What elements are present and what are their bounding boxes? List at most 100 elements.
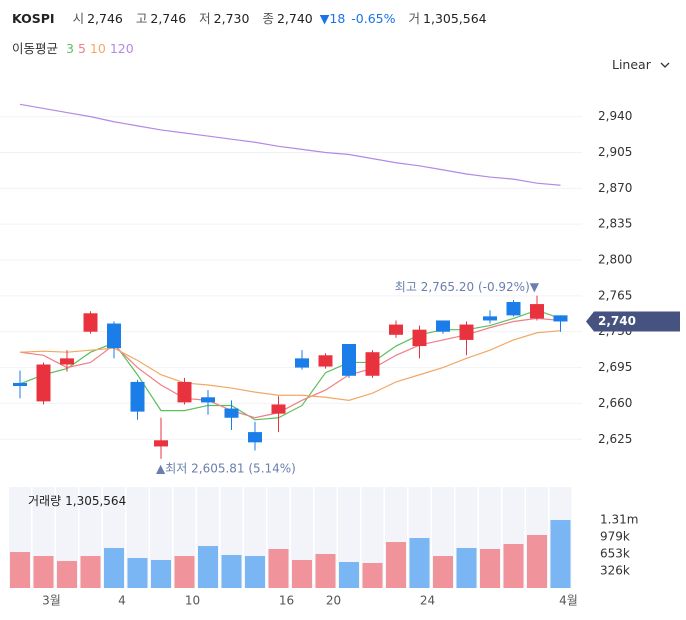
x-tick-label: 3월 [42, 594, 61, 608]
volume-bar [339, 562, 359, 588]
volume-bar [315, 554, 336, 588]
volume-title: 거래량 1,305,564 [28, 494, 126, 508]
volume-bar [33, 556, 54, 588]
volume-bar [80, 556, 101, 588]
candle-body [436, 320, 450, 332]
y-tick-label: 2,765 [598, 288, 632, 302]
volume-bar [245, 556, 265, 588]
volume-bar [57, 561, 77, 588]
candle-body [248, 432, 262, 443]
candle-body [342, 344, 356, 376]
candle-body [60, 358, 74, 365]
y-tick-label: 2,870 [598, 181, 632, 195]
volume-bar [480, 549, 500, 588]
candle-body [83, 313, 98, 332]
y-tick-label: 2,835 [598, 217, 632, 231]
volume-bar [10, 552, 30, 588]
ma-legend-entry: 10 [89, 41, 106, 56]
x-tick-label: 20 [326, 594, 341, 608]
field-value: 2,740 [276, 11, 313, 26]
ma-legend-entry: 3 [66, 41, 74, 56]
change-pct: -0.65% [351, 11, 396, 26]
ma-legend-entry: 5 [77, 41, 86, 56]
volume-bar [386, 542, 406, 588]
volume-bar [456, 548, 477, 588]
candle-body [365, 352, 380, 376]
volume-bar [174, 556, 195, 588]
volume-title-label: 거래량 [28, 494, 61, 508]
candle-body [201, 397, 215, 403]
volume-tick-label: 653k [600, 547, 630, 561]
volume-bar [268, 549, 289, 588]
candle-body [483, 316, 497, 321]
volume-bar [198, 546, 218, 588]
field-value: 2,730 [213, 11, 250, 26]
field-label: 거 [408, 11, 421, 26]
candle-body [13, 382, 27, 387]
volume-bar [127, 558, 148, 588]
y-tick-label: 2,905 [598, 145, 632, 159]
candle-body [295, 358, 309, 368]
volume-bar [550, 520, 571, 588]
candle-body [107, 323, 121, 349]
field-label: 고 [135, 11, 148, 26]
moving-average-line [19, 103, 561, 186]
volume-bar [151, 559, 171, 588]
volume-bar [433, 556, 453, 588]
field-label: 저 [199, 11, 211, 26]
volume-tick-label: 979k [600, 530, 630, 544]
moving-average-line [19, 317, 561, 419]
field-value: 1,305,564 [423, 11, 487, 26]
symbol: KOSPI [12, 11, 55, 26]
ma-legend-entry: 120 [109, 41, 134, 56]
y-tick-label: 2,625 [598, 432, 632, 446]
quote-header: KOSPI 시 2,746 고 2,746 저 2,730 종 2,740 ▼18 -0.… [12, 8, 490, 27]
volume-bar [104, 548, 124, 588]
volume-column-bg [361, 487, 384, 588]
candle-body [271, 404, 286, 414]
low-annotation: ▲최저 2,605.81 (5.14%) [156, 461, 296, 475]
chevron [660, 62, 670, 68]
field-label: 시 [72, 11, 85, 26]
y-tick-label: 2,940 [598, 109, 632, 123]
change: ▼18 [319, 11, 346, 26]
field-label: 종 [262, 11, 274, 26]
volume-bar [362, 563, 383, 588]
candle-body [553, 315, 568, 322]
high-annotation: 최고 2,765.20 (-0.92%)▼ [395, 280, 540, 294]
candle-body [506, 302, 521, 316]
volume-bar [527, 535, 547, 588]
candle-body [130, 381, 145, 412]
candle-body [459, 324, 474, 340]
volume-bar [409, 538, 430, 588]
current-price-tag [586, 311, 680, 332]
candle-body [224, 408, 239, 418]
candle-body [154, 440, 168, 447]
candle-body [389, 324, 403, 335]
candle-body [36, 364, 51, 402]
ma-title: 이동평균 [12, 41, 59, 56]
x-tick-label: 4월 [559, 594, 578, 608]
y-tick-label: 2,660 [598, 396, 632, 410]
y-tick-label: 2,800 [598, 253, 632, 267]
y-tick-label: 2,695 [598, 360, 632, 374]
x-tick-label: 24 [420, 594, 435, 608]
volume-tick-label: 1.31m [600, 513, 638, 527]
volume-title-value: 1,305,564 [65, 494, 126, 508]
x-tick-label: 10 [185, 594, 200, 608]
volume-bar [503, 544, 524, 588]
x-tick-label: 16 [279, 594, 294, 608]
candle-body [412, 329, 427, 347]
candle-body [318, 355, 333, 367]
field-value: 2,746 [87, 11, 123, 26]
scale-mode: Linear [612, 57, 651, 72]
volume-bar [292, 559, 312, 588]
field-value: 2,746 [150, 11, 187, 26]
x-tick-label: 4 [118, 594, 126, 608]
scale-toggle[interactable]: Linear [612, 57, 670, 72]
candle-body [177, 381, 192, 403]
volume-tick-label: 326k [600, 564, 630, 578]
volume-bar [221, 554, 242, 588]
